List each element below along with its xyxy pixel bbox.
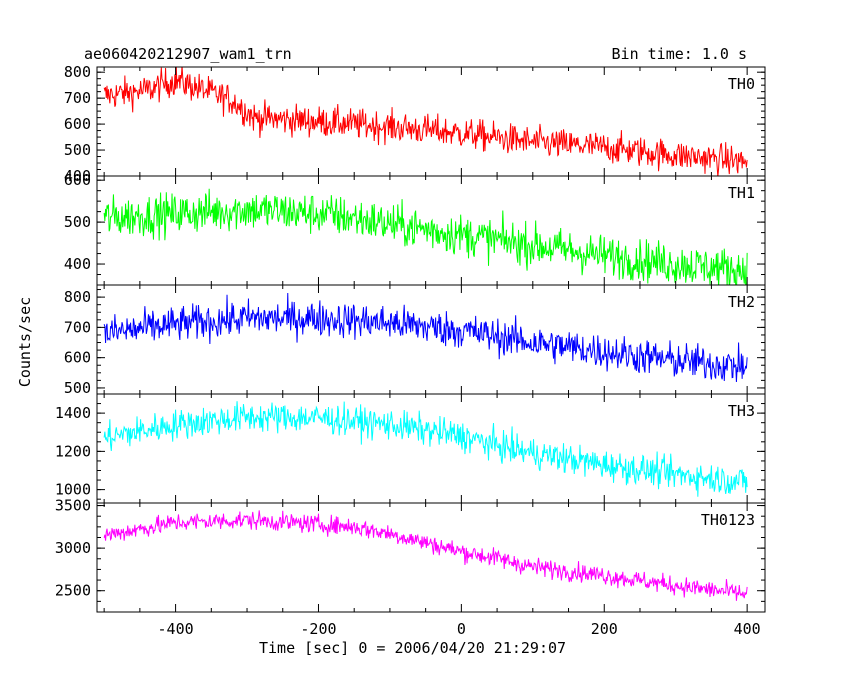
y-tick-label: 2500 xyxy=(55,582,91,600)
y-tick-label: 1400 xyxy=(55,404,91,422)
series-line-th1 xyxy=(103,188,748,285)
x-axis-label: Time [sec] 0 = 2006/04/20 21:29:07 xyxy=(259,639,567,657)
y-tick-label: 700 xyxy=(64,89,91,107)
y-tick-label: 800 xyxy=(64,288,91,306)
panel-label-th2: TH2 xyxy=(728,293,755,311)
y-tick-label: 400 xyxy=(64,255,91,273)
panel-label-th0123: TH0123 xyxy=(701,511,755,529)
x-tick-label: -200 xyxy=(300,620,336,638)
series-line-th3 xyxy=(103,401,748,497)
panel-label-th3: TH3 xyxy=(728,402,755,420)
y-tick-label: 500 xyxy=(64,213,91,231)
series-line-th2 xyxy=(103,292,748,383)
y-tick-label: 600 xyxy=(64,171,91,189)
panel-label-th1: TH1 xyxy=(728,184,755,202)
x-tick-label: 200 xyxy=(591,620,618,638)
y-tick-label: 800 xyxy=(64,63,91,81)
panel-frame xyxy=(96,393,766,504)
bin-time-label: Bin time: 1.0 s xyxy=(611,45,747,63)
series-line-th0 xyxy=(103,67,748,176)
y-tick-label: 3000 xyxy=(55,539,91,557)
y-tick-label: 3500 xyxy=(55,497,91,515)
series-line-th0123 xyxy=(103,510,748,601)
x-tick-label: -400 xyxy=(158,620,194,638)
y-tick-label: 600 xyxy=(64,115,91,133)
panel-label-th0: TH0 xyxy=(728,75,755,93)
y-tick-label: 500 xyxy=(64,379,91,397)
y-tick-label: 400 xyxy=(64,167,91,185)
y-tick-label: 1000 xyxy=(55,481,91,499)
y-tick-label: 700 xyxy=(64,318,91,336)
y-tick-label: 1200 xyxy=(55,442,91,460)
y-axis-label: Counts/sec xyxy=(16,296,35,388)
panel-frame xyxy=(96,66,766,177)
x-tick-label: 400 xyxy=(734,620,761,638)
panel-frame xyxy=(96,502,766,613)
x-tick-label: 0 xyxy=(457,620,466,638)
y-tick-label: 500 xyxy=(64,141,91,159)
chart-title: ae060420212907_wam1_trn xyxy=(84,45,292,63)
panel-frame xyxy=(96,284,766,395)
y-tick-label: 600 xyxy=(64,349,91,367)
